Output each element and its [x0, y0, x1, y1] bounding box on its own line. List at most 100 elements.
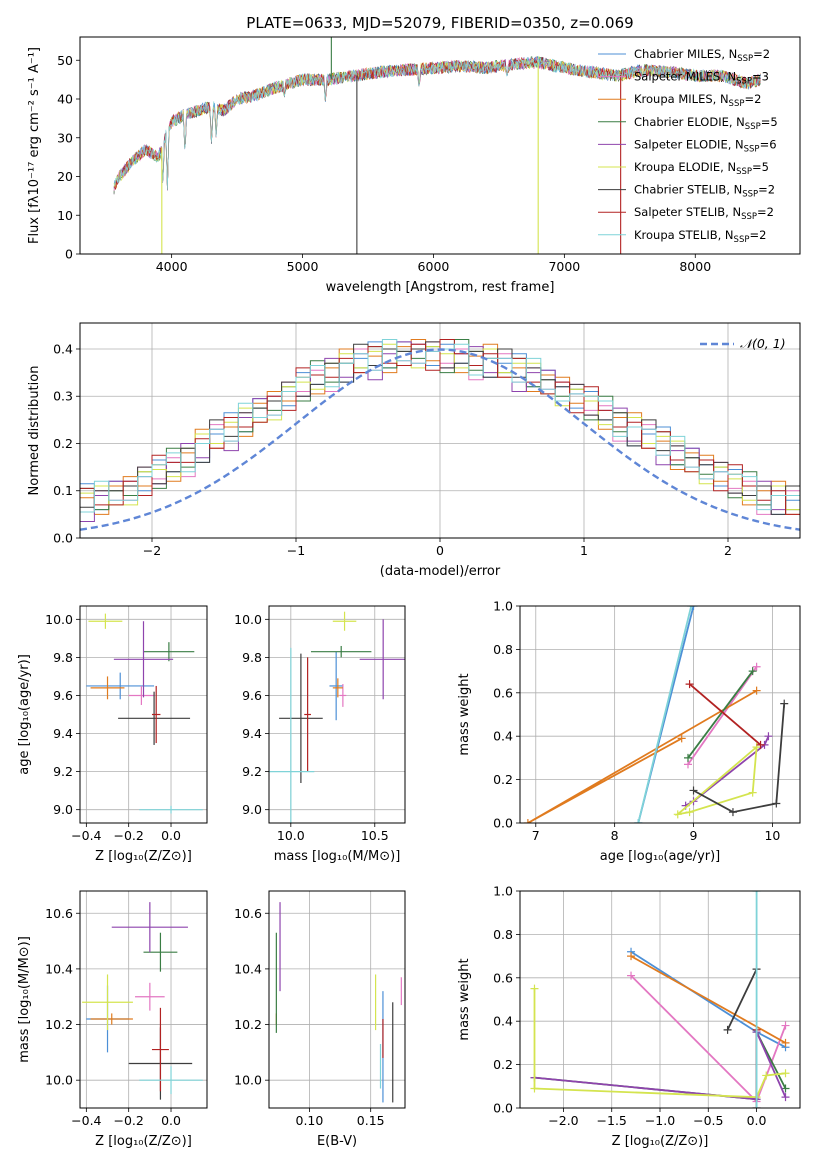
x-tick-label: −1.0 — [645, 1113, 675, 1128]
weight-marker — [781, 1038, 790, 1047]
y-tick-label: 9.8 — [242, 650, 262, 665]
errorbar-point-8 — [139, 805, 203, 814]
histogram-legend: 𝒩(0, 1) — [700, 336, 786, 351]
y-tick-label: 10.6 — [45, 906, 73, 921]
weight-marker — [689, 786, 698, 795]
x-tick-label: −2.0 — [548, 1113, 578, 1128]
histogram-series-1 — [80, 341, 800, 520]
y-tick-label: 50 — [57, 53, 73, 68]
plot-area-age-vs-Z — [86, 613, 203, 814]
y-tick-label: 10 — [57, 208, 73, 223]
weight-marker — [772, 799, 781, 808]
plot-area-mass-vs-EBV — [275, 902, 402, 1103]
weight-marker — [685, 680, 694, 689]
y-tick-label: 0.2 — [493, 772, 513, 787]
errorbar-point-8 — [139, 1066, 203, 1095]
weight-marker — [627, 971, 636, 980]
x-tick-label: 4000 — [156, 259, 188, 274]
errorbar-point-0 — [86, 672, 155, 700]
errorbar-point-3 — [310, 645, 372, 658]
legend-label: Chabrier ELODIE, NSSP=5 — [634, 115, 778, 132]
x-tick-label: −0.5 — [693, 1113, 723, 1128]
errorbar-point-7 — [151, 685, 161, 744]
x-axis-label: Z [log₁₀(Z/Z⊙)] — [612, 1134, 709, 1149]
plot-area-weight-vs-Z — [530, 891, 790, 1108]
x-axis-label: age [log₁₀(age/yr)] — [600, 849, 721, 864]
legend-label: Chabrier MILES, NSSP=2 — [634, 47, 770, 64]
panel-weight-vs-age: 7 8 9 10 0.0 0.2 0.4 0.6 0.8 1.0 age [log₁₀(age/yr… — [457, 599, 801, 864]
y-tick-label: 30 — [57, 130, 73, 145]
x-axis-label: mass [log₁₀(M/M⊙)] — [274, 849, 401, 864]
weight-marker — [781, 1069, 790, 1078]
x-tick-label: −0.4 — [71, 1113, 101, 1128]
x-tick-label: 10.0 — [277, 828, 305, 843]
panel-spectrum: 4000 5000 6000 7000 8000 0 10 20 30 40 50 wavelengt… — [27, 36, 801, 295]
histogram-series-4 — [80, 341, 800, 529]
weight-line-7 — [689, 683, 762, 746]
x-tick-label: 0 — [436, 543, 444, 558]
y-tick-label: 1.0 — [493, 884, 513, 899]
errorbar-point-5 — [332, 611, 357, 631]
legend-label: Kroupa ELODIE, NSSP=5 — [634, 160, 769, 177]
weight-marker — [748, 667, 757, 676]
x-tick-label: 8 — [611, 828, 619, 843]
legend-label: Kroupa MILES, NSSP=2 — [634, 92, 761, 109]
legend-label: Salpeter STELIB, NSSP=2 — [634, 205, 774, 222]
panel-mass-vs-Z: −0.4 −0.2 0.0 10.0 10.2 10.4 10.6 Z [log₁₀(Z/Z⊙… — [17, 890, 208, 1149]
weight-line-2 — [630, 955, 786, 1044]
spectrum-legend: Chabrier MILES, NSSP=2 Salpeter MILES, NS… — [598, 47, 778, 245]
plot-area-residuals — [80, 339, 800, 531]
x-tick-label: 7000 — [548, 259, 580, 274]
weight-marker — [781, 1084, 790, 1093]
panel-residuals: −2 −1 0 1 2 0.0 0.1 0.2 0.3 0.4 (data-model)/error… — [27, 322, 801, 579]
panel-age-vs-Z: −0.4 −0.2 0.0 9.0 9.2 9.4 9.6 9.8 10.0 Z [log₁₀(Z… — [17, 605, 208, 864]
y-tick-label: 0.1 — [53, 483, 73, 498]
panel-age-vs-mass: 10.0 10.5 9.0 9.2 9.4 9.6 9.8 10.0 mass [log₁₀(M… — [234, 605, 406, 864]
errorbar-point-4 — [113, 621, 174, 698]
axes-frame — [519, 605, 801, 824]
figure-title: PLATE=0633, MJD=52079, FIBERID=0350, z=0… — [246, 14, 633, 32]
x-axis-label: Z [log₁₀(Z/Z⊙)] — [95, 849, 192, 864]
weight-marker — [752, 1104, 761, 1108]
x-tick-label: 0.0 — [161, 1113, 181, 1128]
weight-marker — [530, 1084, 539, 1093]
weight-marker — [762, 1071, 771, 1080]
legend-label: Chabrier STELIB, NSSP=2 — [634, 183, 775, 200]
weight-marker — [627, 952, 636, 961]
y-tick-label: 10.0 — [234, 1073, 262, 1088]
histogram-series-2 — [80, 339, 800, 515]
y-tick-label: 40 — [57, 92, 73, 107]
y-tick-label: 9.0 — [242, 802, 262, 817]
plot-area-weight-vs-age — [523, 606, 789, 823]
weight-marker — [687, 606, 696, 610]
y-tick-label: 10.4 — [45, 961, 73, 976]
spectrum-line-8 — [113, 56, 761, 191]
histogram-series-7 — [80, 339, 800, 515]
weight-marker — [634, 819, 643, 823]
spectrum-line-5 — [113, 55, 761, 189]
panel-weight-vs-Z: −2.0 −1.5 −1.0 −0.5 0.0 0.0 0.2 0.4 0.6 0.8 1.0 Z [… — [457, 884, 801, 1149]
histogram-series-6 — [80, 341, 800, 515]
weight-line-6 — [693, 703, 786, 814]
axes-frame — [268, 890, 406, 1109]
histogram-series-8 — [80, 339, 800, 520]
weight-marker — [752, 686, 761, 695]
panels: 4000 5000 6000 7000 800001020304050wavelengt… — [17, 36, 801, 1149]
y-tick-label: 10.0 — [45, 1073, 73, 1088]
errorbar-point-5 — [88, 613, 123, 629]
errorbar-point-2 — [332, 678, 343, 698]
weight-marker — [677, 734, 686, 743]
x-tick-label: 10 — [764, 828, 780, 843]
axes-frame — [268, 605, 406, 824]
y-tick-label: 9.0 — [53, 802, 73, 817]
legend-label: Kroupa STELIB, NSSP=2 — [634, 228, 766, 245]
y-tick-label: 10.0 — [45, 612, 73, 627]
y-tick-label: 0.0 — [493, 1101, 513, 1116]
histogram-series-0 — [80, 341, 800, 515]
errorbar-point-2 — [90, 1013, 133, 1025]
y-tick-label: 20 — [57, 169, 73, 184]
y-tick-label: 9.2 — [242, 764, 262, 779]
x-tick-label: 0.10 — [296, 1113, 324, 1128]
errorbar-point-4 — [359, 619, 405, 700]
x-tick-label: 0.0 — [161, 828, 181, 843]
